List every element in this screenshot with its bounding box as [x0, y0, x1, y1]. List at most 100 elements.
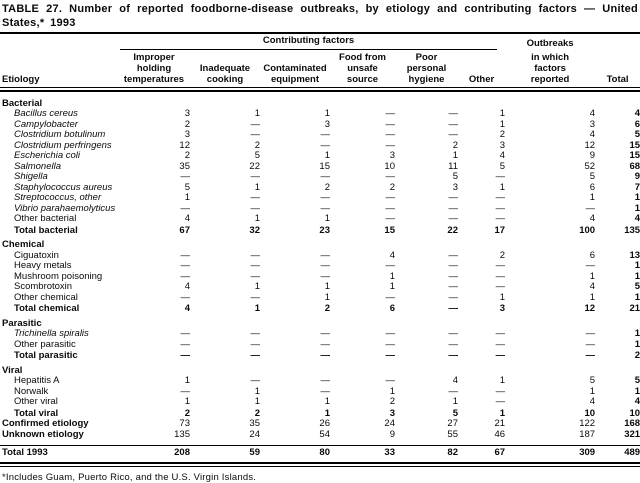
- corner-spacer: [595, 36, 640, 50]
- cell-value: —: [448, 203, 459, 214]
- cell-value: 135: [624, 224, 640, 236]
- cell-value: 10: [629, 407, 640, 419]
- cell-value: 2: [324, 182, 330, 193]
- row-label: Streptococcus, other: [14, 193, 102, 203]
- cell-value: 52: [584, 161, 596, 172]
- cell-value: 3: [452, 182, 458, 193]
- cell-value: 5: [254, 151, 260, 161]
- cell-value: 33: [330, 445, 395, 462]
- cell-value: 15: [629, 140, 640, 151]
- cell-value: 321: [624, 429, 640, 440]
- cell-value: 6: [589, 182, 596, 193]
- cell-value: 1: [254, 182, 260, 193]
- cell-value: 2: [452, 140, 458, 151]
- cell-value: —: [495, 386, 506, 397]
- cell-value: 6: [589, 250, 596, 261]
- row-label: Escherichia coli: [14, 151, 80, 161]
- cell-value: —: [448, 339, 459, 350]
- cell-value: 5: [589, 172, 596, 182]
- cell-value: 1: [324, 397, 330, 407]
- cell-value: 208: [118, 445, 190, 462]
- header-thick-rule: [0, 87, 640, 92]
- cell-value: 59: [190, 445, 260, 462]
- cell-value: —: [385, 109, 396, 119]
- cell-value: —: [320, 329, 331, 339]
- cell-value: 7: [634, 182, 640, 193]
- cell-value: 1: [389, 271, 395, 282]
- cell-value: —: [180, 329, 191, 339]
- cell-value: 1: [499, 292, 506, 303]
- cell-value: —: [448, 109, 459, 119]
- cell-value: —: [180, 172, 191, 182]
- cell-value: 4: [634, 397, 640, 407]
- row-label: Mushroom poisoning: [14, 271, 103, 282]
- cell-value: —: [320, 350, 331, 361]
- cell-value: —: [385, 261, 396, 271]
- cell-value: 1: [499, 182, 506, 193]
- cell-value: 1: [452, 397, 458, 407]
- cell-value: 4: [589, 397, 596, 407]
- cell-value: 3: [389, 407, 395, 419]
- cell-value: —: [180, 261, 191, 271]
- col-header-contaminated-equipment: Contaminated equipment: [260, 49, 330, 88]
- group-header-row: Contributing factors Outbreaks: [0, 36, 640, 50]
- cell-value: 15: [629, 151, 640, 161]
- cell-value: 2: [634, 350, 640, 361]
- cell-value: 122: [579, 419, 596, 429]
- cell-value: —: [385, 350, 396, 361]
- contributing-factors-span: Contributing factors: [118, 36, 505, 50]
- cell-value: 11: [448, 161, 458, 172]
- table-row: Staphylococcus aureus 5 1 2 2 3 1 6 7: [0, 183, 640, 194]
- cell-value: 1: [324, 151, 330, 161]
- cell-value: —: [320, 376, 331, 386]
- cell-value: —: [320, 172, 331, 182]
- table-row: Mushroom poisoning — — — 1 — — 1 1: [0, 272, 640, 283]
- cell-value: 26: [319, 419, 330, 429]
- cell-value: 187: [579, 429, 596, 440]
- cell-value: 3: [324, 119, 330, 130]
- table-row: Confirmed etiology 73 35 26 24 27 21 122 168: [0, 419, 640, 430]
- cell-value: —: [250, 271, 261, 282]
- cell-value: —: [320, 339, 331, 350]
- cell-value: —: [448, 119, 459, 130]
- row-label: Other bacterial: [14, 214, 77, 224]
- row-label: Trichinella spiralis: [14, 329, 89, 339]
- table-row: Total chemical 4 1 2 6—3 12 21: [0, 303, 640, 315]
- cell-value: 9: [589, 151, 596, 161]
- cell-value: 1: [324, 407, 330, 419]
- row-label: Salmonella: [14, 161, 61, 172]
- cell-value: 3: [589, 119, 596, 130]
- cell-value: 4: [184, 282, 190, 292]
- table-row: Trichinella spiralis — — — — — — — 1: [0, 329, 640, 340]
- cell-value: 4: [452, 376, 458, 386]
- cell-value: 1: [389, 386, 395, 397]
- cell-value: 1: [324, 109, 330, 119]
- cell-value: 1: [452, 151, 458, 161]
- cell-value: 3: [499, 303, 506, 314]
- corner-spacer: [0, 36, 118, 50]
- row-label: Total chemical: [14, 303, 80, 314]
- cell-value: —: [495, 339, 506, 350]
- cell-value: —: [320, 271, 331, 282]
- row-label: Clostridium botulinum: [14, 130, 106, 140]
- cell-value: 10: [384, 161, 395, 172]
- cell-value: 1: [589, 271, 596, 282]
- row-label: Total parasitic: [14, 350, 78, 361]
- cell-value: 5: [634, 130, 640, 140]
- cell-value: —: [585, 203, 596, 214]
- cell-value: —: [448, 350, 459, 361]
- cell-value: —: [385, 376, 396, 386]
- table-row: Other viral 1 1 1 2 1 — 4 4: [0, 397, 640, 408]
- cell-value: 1: [254, 397, 260, 407]
- cell-value: 80: [260, 445, 330, 462]
- cell-value: 1: [184, 193, 190, 203]
- cell-value: 5: [452, 407, 458, 419]
- table-row: Total 1993 208 59 80 33 82 67 309 489: [0, 445, 640, 462]
- cell-value: 9: [389, 429, 395, 440]
- cell-value: —: [250, 376, 261, 386]
- row-label: Clostridium perfringens: [14, 140, 112, 151]
- table-row: Salmonella 35 22 15 10 11 5 52 68: [0, 162, 640, 173]
- cell-value: 4: [184, 214, 190, 224]
- cell-value: —: [250, 350, 261, 361]
- col-header-improper-holding-temperatures: Improper holding temperatures: [118, 49, 190, 88]
